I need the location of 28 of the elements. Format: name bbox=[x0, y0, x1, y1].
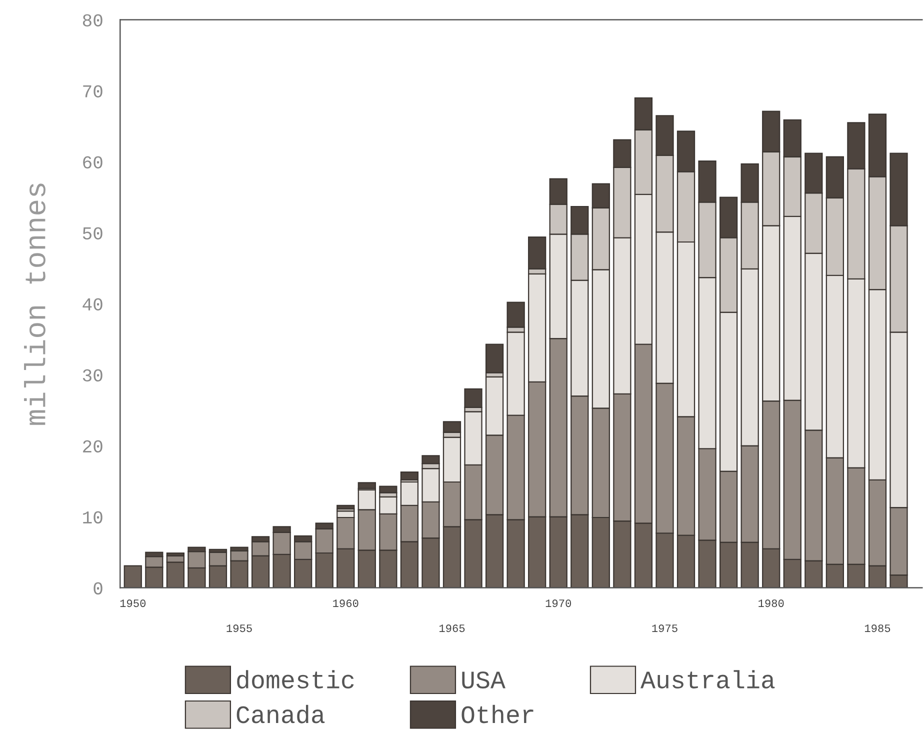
x-tick-label: 1955 bbox=[226, 624, 252, 632]
y-tick-label: 10 bbox=[83, 511, 102, 524]
bar bbox=[124, 565, 142, 588]
legend-label: domestic bbox=[237, 670, 354, 689]
bar bbox=[336, 504, 355, 510]
legend-label: Australia bbox=[640, 670, 775, 688]
y-tick-label: 20 bbox=[83, 440, 102, 453]
y-tick-label: 70 bbox=[83, 85, 102, 98]
y-axis-title: million tonnes bbox=[24, 184, 46, 425]
y-tick-label: 0 bbox=[94, 582, 102, 595]
x-tick-label: 1980 bbox=[758, 600, 784, 608]
y-tick-label: 80 bbox=[82, 14, 102, 26]
y-tick-label: 60 bbox=[83, 156, 102, 168]
x-tick-label: 1975 bbox=[652, 624, 678, 632]
y-tick-label: 30 bbox=[82, 369, 102, 382]
x-tick-label: 1960 bbox=[333, 600, 358, 608]
legend-label: Canada bbox=[236, 704, 325, 724]
bar bbox=[400, 472, 419, 480]
legend-label: USA bbox=[462, 672, 506, 688]
bar bbox=[379, 486, 398, 494]
x-tick-label: 1970 bbox=[546, 600, 572, 608]
bar bbox=[485, 344, 504, 374]
legend-label: Other bbox=[462, 704, 534, 724]
x-tick-label: 1965 bbox=[439, 624, 465, 632]
x-tick-label: 1985 bbox=[864, 624, 890, 632]
y-tick-label: 40 bbox=[82, 298, 102, 310]
x-tick-label: 1950 bbox=[120, 600, 146, 608]
y-tick-label: 50 bbox=[82, 227, 102, 240]
